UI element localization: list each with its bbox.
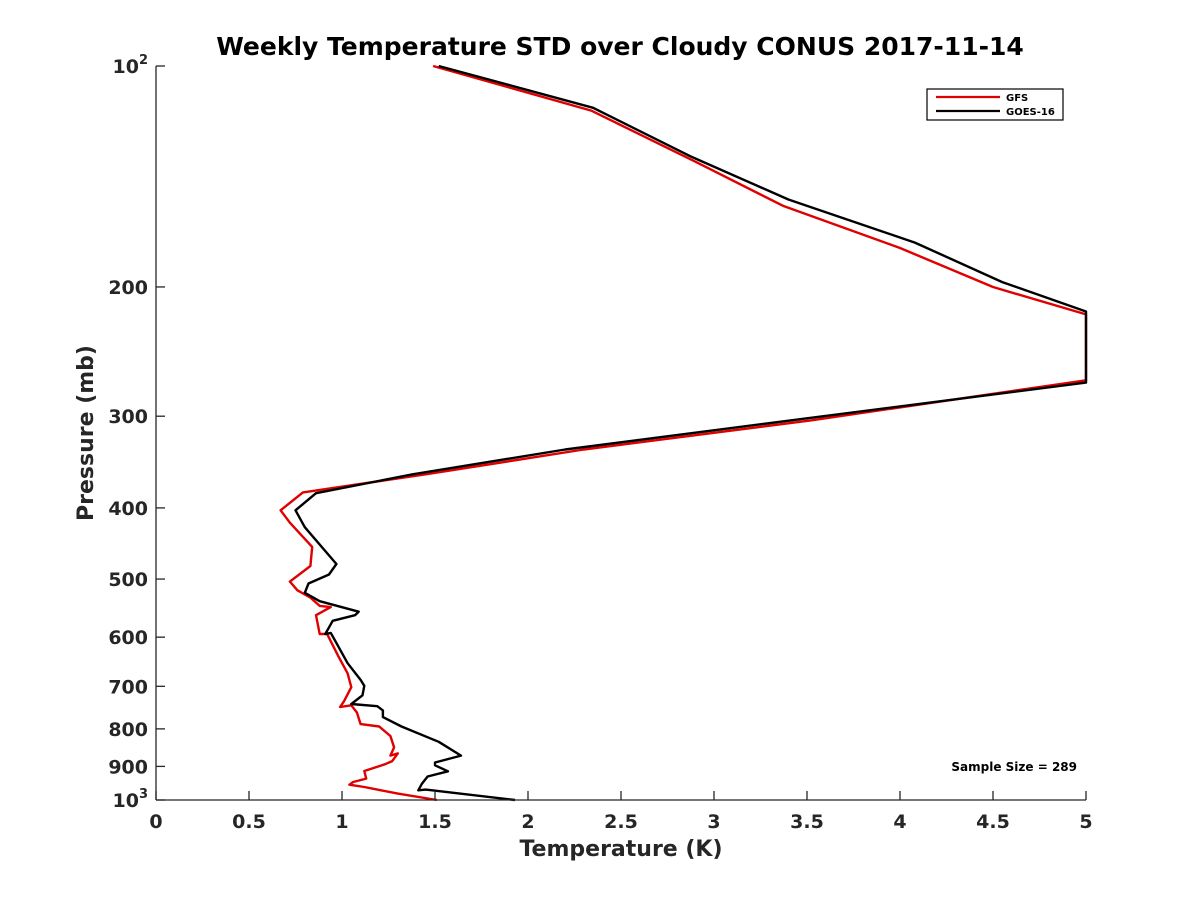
y-tick-label: 103 [113, 787, 149, 812]
x-tick-label: 0 [149, 811, 162, 833]
series-line-goes16 [294, 64, 1088, 802]
x-tick-label: 4 [893, 811, 906, 833]
sample-size-annotation: Sample Size = 289 [951, 760, 1077, 774]
plot-lines [279, 64, 1088, 802]
y-ticks: 102 200 300 400 500 600 700 800 900 103 [108, 53, 165, 812]
y-tick-label: 200 [108, 277, 148, 299]
y-tick-label: 800 [108, 719, 148, 741]
x-tick-label: 1 [335, 811, 348, 833]
y-tick-label: 300 [108, 406, 148, 428]
legend: GFS GOES-16 [926, 88, 1064, 121]
x-tick-label: 2.5 [604, 811, 638, 833]
y-tick-label: 700 [108, 676, 148, 698]
series-line-gfs [279, 64, 1088, 802]
x-tick-label: 3.5 [790, 811, 824, 833]
legend-label-gfs: GFS [1006, 93, 1028, 104]
x-tick-label: 0.5 [232, 811, 266, 833]
legend-box [926, 88, 1064, 121]
x-tick-label: 5 [1079, 811, 1092, 833]
y-tick-label: 600 [108, 627, 148, 649]
y-tick-label: 102 [113, 53, 149, 78]
chart-title: Weekly Temperature STD over Cloudy CONUS… [216, 32, 1024, 61]
x-axis-label: Temperature (K) [519, 837, 722, 862]
y-tick-label: 400 [108, 498, 148, 520]
y-tick-label: 500 [108, 569, 148, 591]
x-tick-label: 2 [521, 811, 534, 833]
x-ticks: 0 0.5 1 1.5 2 2.5 3 3.5 4 4.5 5 [149, 791, 1093, 833]
y-tick-label: 900 [108, 756, 148, 778]
x-tick-label: 3 [707, 811, 720, 833]
x-tick-label: 4.5 [976, 811, 1010, 833]
y-axis-label: Pressure (mb) [74, 345, 99, 521]
legend-label-goes16: GOES-16 [1006, 107, 1055, 118]
x-tick-label: 1.5 [418, 811, 452, 833]
